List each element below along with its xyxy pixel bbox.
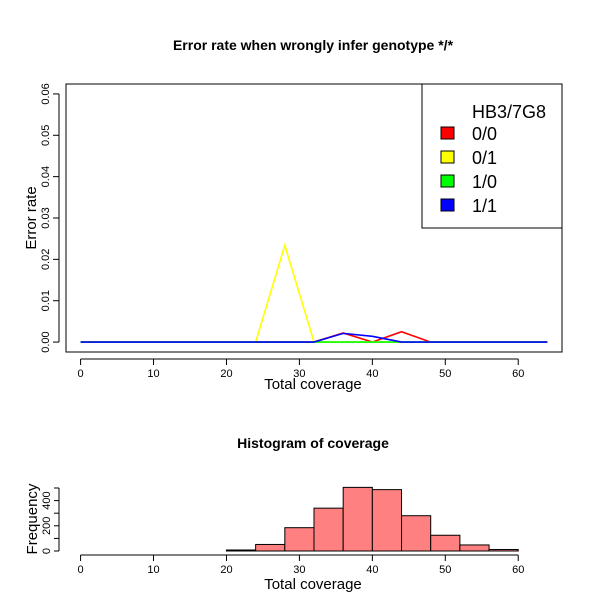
error-rate-x-tick-label: 0 — [78, 368, 84, 380]
histogram-bar — [225, 549, 257, 552]
error-rate-x-tick-label: 50 — [439, 368, 451, 380]
error-rate-x-tick-label: 20 — [220, 368, 232, 380]
histogram-bar — [284, 527, 315, 552]
legend-swatch-1-1 — [440, 198, 455, 212]
histogram-x-tick-label: 30 — [293, 564, 305, 576]
histogram-bar — [342, 486, 373, 552]
error-rate-x-tick-label: 60 — [512, 368, 524, 380]
error-rate-chart-title: Error rate when wrongly infer genotype *… — [173, 37, 454, 53]
histogram-bar — [459, 544, 490, 552]
legend-title: HB3/7G8 — [472, 102, 546, 122]
histogram-x-tick-label: 10 — [147, 564, 159, 576]
error-rate-y-tick-label: 0.06 — [40, 83, 52, 104]
legend-label-0-0: 0/0 — [472, 124, 497, 144]
histogram-y-tick-label: 200 — [41, 517, 53, 535]
histogram-bar — [401, 515, 432, 552]
histogram-bars — [225, 486, 519, 552]
histogram-x-tick-label: 40 — [366, 564, 378, 576]
error-rate-y-axis-label: Error rate — [23, 186, 40, 249]
histogram-bar — [488, 548, 519, 552]
error-rate-y-tick-label: 0.02 — [40, 249, 52, 270]
error-rate-y-tick-label: 0.04 — [40, 166, 52, 187]
series-line-0-1 — [80, 242, 548, 343]
error-rate-x-tick-label: 30 — [293, 368, 305, 380]
histogram-x-tick-label: 20 — [220, 564, 232, 576]
error-rate-y-tick-label: 0.05 — [40, 125, 52, 146]
error-rate-y-tick-label: 0.01 — [40, 290, 52, 311]
series-line-1-1 — [80, 332, 548, 343]
histogram-axes: 0 10 20 30 40 50 60 0 200 400 — [41, 487, 524, 576]
error-rate-y-tick-label: 0.00 — [40, 331, 52, 352]
error-rate-axes: 0 10 20 30 40 50 60 0.00 0.01 0.02 0.03 0.04 0.05 0.0… — [40, 83, 524, 380]
histogram-y-axis-label: Frequency — [24, 483, 41, 554]
histogram-bar — [255, 543, 286, 552]
legend-swatch-1-0 — [440, 174, 455, 188]
histogram-bar — [430, 534, 461, 552]
histogram-title: Histogram of coverage — [237, 435, 389, 451]
histogram-x-axis-label: Total coverage — [264, 576, 362, 593]
coverage-histogram: Histogram of coverage Total coverage Fre… — [24, 435, 524, 593]
histogram-x-tick-label: 50 — [439, 564, 451, 576]
error-rate-x-axis-label: Total coverage — [264, 376, 362, 393]
error-rate-series-group — [80, 242, 548, 343]
histogram-x-tick-label: 60 — [512, 564, 524, 576]
histogram-x-tick-label: 0 — [78, 564, 84, 576]
legend-swatch-0-0 — [440, 126, 455, 140]
legend-label-1-1: 1/1 — [472, 196, 497, 216]
legend-label-0-1: 0/1 — [472, 148, 497, 168]
error-rate-legend: HB3/7G8 0/0 0/1 1/0 1/1 — [421, 83, 563, 229]
histogram-y-tick-label: 400 — [41, 491, 53, 509]
error-rate-y-tick-label: 0.03 — [40, 207, 52, 228]
error-rate-chart: Error rate when wrongly infer genotype *… — [23, 37, 563, 393]
histogram-bar — [313, 507, 344, 552]
error-rate-x-tick-label: 40 — [366, 368, 378, 380]
legend-label-1-0: 1/0 — [472, 172, 497, 192]
error-rate-x-tick-label: 10 — [147, 368, 159, 380]
histogram-y-tick-label: 0 — [41, 548, 53, 554]
histogram-bar — [371, 489, 403, 552]
legend-entries: 0/0 0/1 1/0 1/1 — [440, 124, 497, 216]
legend-swatch-0-1 — [440, 150, 455, 164]
